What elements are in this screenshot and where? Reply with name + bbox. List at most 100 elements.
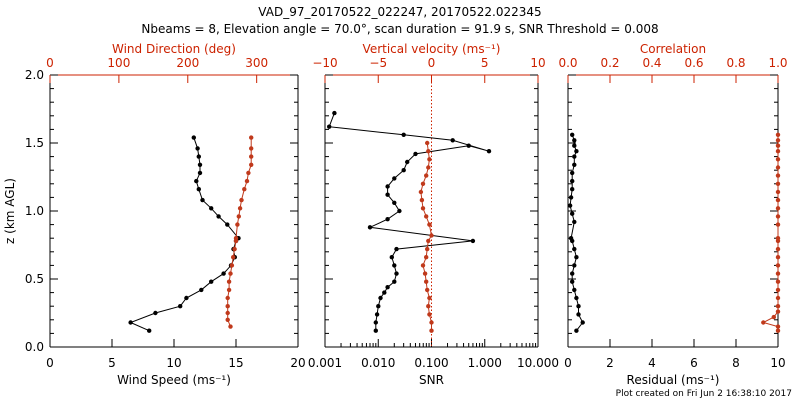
- data-point-wind-direction: [225, 310, 230, 316]
- data-point-residual: [572, 287, 577, 293]
- series-line-snr-black: [328, 112, 490, 331]
- data-point-snr-black: [401, 168, 406, 173]
- bottom-tick-label: 0.100: [414, 356, 448, 370]
- data-point-snr-black: [392, 263, 397, 268]
- top-tick-label: 200: [176, 56, 199, 70]
- top-tick-label: 0.2: [600, 56, 619, 70]
- data-point-snr-black: [373, 320, 378, 325]
- data-point-residual: [568, 195, 574, 200]
- top-tick-label: 0.4: [642, 56, 661, 70]
- data-point-correlation: [775, 181, 781, 186]
- data-point-wind-direction: [226, 279, 232, 284]
- data-point-wind-direction: [231, 255, 236, 260]
- data-point-vertical-velocity-red: [425, 140, 430, 146]
- data-point-vertical-velocity-red: [429, 233, 434, 238]
- data-point-correlation: [775, 246, 781, 252]
- bottom-tick-label: 8: [732, 356, 740, 370]
- data-point-wind-direction: [249, 154, 254, 159]
- bottom-tick-label: 4: [648, 356, 656, 370]
- data-point-residual: [572, 219, 577, 225]
- series-line-correlation: [761, 134, 779, 331]
- data-point-residual: [570, 178, 575, 184]
- figure-subtitle: Nbeams = 8, Elevation angle = 70.0°, sca…: [141, 22, 658, 36]
- data-point-residual: [570, 271, 575, 276]
- data-point-wind-direction: [249, 162, 254, 167]
- data-point-correlation: [775, 328, 781, 333]
- data-point-residual: [572, 263, 577, 268]
- y-tick-label: 1.0: [25, 204, 44, 218]
- data-point-vertical-velocity-red: [422, 271, 428, 276]
- top-axis-label: Vertical velocity (ms⁻¹): [363, 42, 501, 56]
- data-point-wind-speed: [197, 170, 203, 176]
- data-point-snr-black: [376, 304, 381, 309]
- data-point-correlation: [775, 157, 781, 162]
- data-point-snr-black: [486, 149, 492, 154]
- data-point-correlation: [775, 143, 781, 148]
- data-point-wind-direction: [233, 236, 239, 241]
- data-point-wind-speed: [221, 271, 226, 276]
- data-point-wind-speed: [209, 206, 214, 211]
- data-point-correlation: [775, 255, 781, 260]
- data-point-snr-black: [389, 255, 394, 260]
- data-point-snr-black: [392, 200, 397, 205]
- data-point-wind-speed: [128, 320, 133, 325]
- data-point-correlation: [775, 279, 781, 284]
- data-point-snr-black: [394, 271, 399, 276]
- top-tick-label: −10: [312, 56, 337, 70]
- data-point-vertical-velocity-red: [425, 246, 430, 252]
- data-point-correlation: [775, 304, 781, 309]
- data-point-wind-speed: [196, 187, 201, 192]
- data-point-residual: [576, 304, 581, 309]
- data-point-vertical-velocity-red: [419, 197, 425, 203]
- data-point-snr-black: [413, 151, 418, 157]
- data-point-snr-black: [327, 124, 332, 129]
- data-point-wind-direction: [225, 295, 230, 301]
- top-axis-label: Wind Direction (deg): [112, 42, 236, 56]
- data-point-vertical-velocity-red: [429, 320, 434, 325]
- data-point-residual: [570, 211, 575, 216]
- data-point-vertical-velocity-red: [429, 328, 434, 333]
- data-point-wind-direction: [228, 324, 233, 329]
- data-point-vertical-velocity-red: [420, 206, 426, 211]
- data-point-wind-speed: [191, 135, 196, 140]
- data-point-residual: [574, 328, 579, 333]
- data-point-vertical-velocity-red: [426, 149, 431, 154]
- top-tick-label: 10: [530, 56, 545, 70]
- y-tick-label: 0.0: [25, 340, 44, 354]
- top-tick-label: 0: [428, 56, 436, 70]
- figure-title: VAD_97_20170522_022247, 20170522.022345: [258, 5, 541, 19]
- bottom-tick-label: 0.001: [308, 356, 342, 370]
- data-point-snr-black: [392, 176, 397, 181]
- top-tick-label: 300: [245, 56, 268, 70]
- bottom-axis-label: SNR: [419, 373, 444, 387]
- data-point-wind-speed: [225, 222, 230, 227]
- data-point-wind-direction: [236, 214, 241, 219]
- data-point-wind-speed: [178, 304, 183, 309]
- top-tick-label: 0: [46, 56, 54, 70]
- data-point-wind-direction: [235, 222, 240, 227]
- bottom-tick-label: 10: [770, 356, 785, 370]
- data-point-correlation: [761, 320, 766, 325]
- data-point-residual: [574, 149, 579, 154]
- data-point-correlation: [775, 287, 781, 293]
- data-point-wind-direction: [226, 287, 232, 293]
- data-point-correlation: [775, 309, 781, 314]
- data-point-snr-black: [373, 328, 378, 333]
- data-point-wind-direction: [244, 178, 250, 184]
- data-point-correlation: [775, 263, 781, 268]
- data-point-residual: [572, 162, 577, 167]
- data-point-residual: [570, 279, 575, 284]
- data-point-vertical-velocity-red: [424, 279, 429, 284]
- data-point-wind-speed: [184, 295, 189, 301]
- bottom-tick-label: 6: [690, 356, 698, 370]
- data-point-vertical-velocity-red: [424, 214, 429, 219]
- data-point-snr-black: [394, 246, 399, 252]
- bottom-axis-label: Wind Speed (ms⁻¹): [117, 373, 231, 387]
- data-point-wind-speed: [196, 154, 201, 159]
- data-point-vertical-velocity-red: [427, 312, 432, 317]
- bottom-tick-label: 5: [108, 356, 116, 370]
- bottom-tick-label: 0: [564, 356, 572, 370]
- bottom-tick-label: 15: [228, 356, 243, 370]
- top-tick-label: −5: [369, 56, 387, 70]
- data-point-snr-black: [466, 143, 471, 148]
